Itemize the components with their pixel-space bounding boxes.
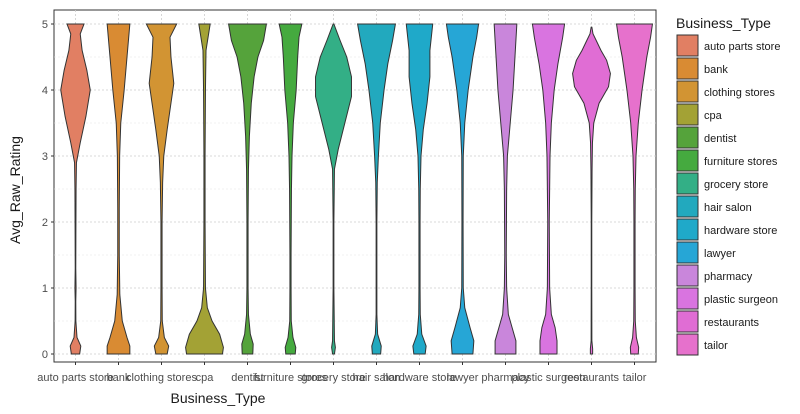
- violin-furniture-stores: [278, 23, 303, 355]
- legend-label: cpa: [704, 110, 723, 122]
- x-tick-label: cpa: [196, 372, 215, 384]
- legend-label: restaurants: [704, 317, 760, 329]
- violin-hardware-store: [405, 23, 434, 355]
- legend-label: tailor: [704, 340, 728, 352]
- x-tick-label: restaurants: [564, 372, 620, 384]
- x-axis-title: Business_Type: [171, 390, 266, 406]
- legend-label: lawyer: [704, 248, 736, 260]
- violin-tailor: [615, 23, 654, 355]
- y-tick-label: 3: [42, 151, 48, 163]
- legend: Business_Type auto parts store bank clothi…: [676, 15, 780, 356]
- violin-clothing-stores: [145, 23, 178, 355]
- legend-label: hair salon: [704, 202, 752, 214]
- x-tick-label: pharmacy: [481, 372, 530, 384]
- x-tick-label: furniture stores: [254, 372, 328, 384]
- legend-key: [676, 57, 699, 80]
- x-tick-label: plastic surgeon: [512, 372, 586, 384]
- legend-key: [676, 333, 699, 356]
- legend-key: [676, 34, 699, 57]
- legend-key: [676, 218, 699, 241]
- legend-label: hardware store: [704, 225, 777, 237]
- violin-layer: [60, 23, 654, 355]
- violin-dentist: [227, 23, 268, 355]
- legend-key: [676, 172, 699, 195]
- y-tick-label: 5: [42, 19, 48, 31]
- legend-label: bank: [704, 64, 728, 76]
- x-tick-label: bank: [107, 372, 131, 384]
- plot-panel-border: [53, 9, 657, 363]
- x-tick-label: clothing stores: [126, 372, 197, 384]
- legend-label: furniture stores: [704, 156, 778, 168]
- legend-title: Business_Type: [676, 15, 771, 31]
- violin-cpa: [185, 23, 224, 355]
- y-tick-label: 1: [42, 283, 48, 295]
- violin-lawyer: [445, 23, 480, 355]
- x-tick-label: lawyer: [447, 372, 479, 384]
- legend-key: [676, 80, 699, 103]
- x-tick-label: dentist: [231, 372, 263, 384]
- legend-key: [676, 195, 699, 218]
- legend-label: plastic surgeon: [704, 294, 778, 306]
- x-tick-label: auto parts store: [37, 372, 113, 384]
- x-tick-label: hardware store: [383, 372, 456, 384]
- legend-key: [676, 241, 699, 264]
- legend-key: [676, 264, 699, 287]
- legend-label: auto parts store: [704, 41, 780, 53]
- x-tick-label: tailor: [623, 372, 647, 384]
- legend-key: [676, 287, 699, 310]
- violin-pharmacy: [493, 23, 518, 355]
- x-tick-label: grocery store: [301, 372, 365, 384]
- x-tick-label: hair salon: [353, 372, 401, 384]
- legend-label: clothing stores: [704, 87, 775, 99]
- y-tick-label: 2: [42, 217, 48, 229]
- y-axis-ticks: 0 1 2 3 4 5: [42, 19, 54, 361]
- violin-hair-salon: [356, 23, 397, 355]
- violin-restaurants: [572, 26, 611, 355]
- y-tick-label: 0: [42, 349, 48, 361]
- legend-label: dentist: [704, 133, 736, 145]
- legend-key: [676, 103, 699, 126]
- legend-label: pharmacy: [704, 271, 753, 283]
- legend-key: [676, 310, 699, 333]
- violin-auto-parts-store: [60, 23, 91, 355]
- violin-grocery-store: [315, 23, 352, 355]
- legend-label: grocery store: [704, 179, 768, 191]
- legend-key: [676, 126, 699, 149]
- legend-key: [676, 149, 699, 172]
- y-tick-label: 4: [42, 85, 48, 97]
- y-axis-title: Avg_Raw_Rating: [7, 136, 23, 244]
- violin-bank: [106, 23, 131, 355]
- violin-plastic-surgeon: [531, 23, 566, 355]
- grid: [53, 9, 657, 363]
